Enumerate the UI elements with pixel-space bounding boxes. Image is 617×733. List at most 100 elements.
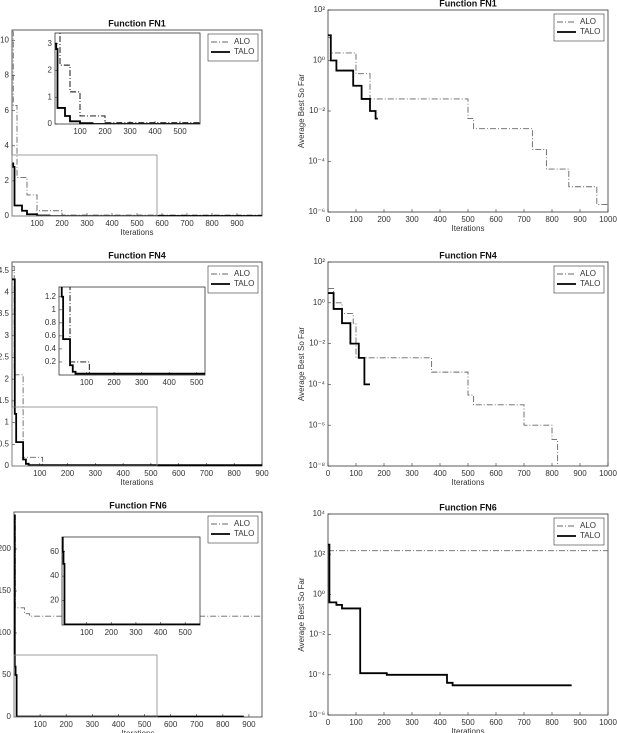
y-tick-label: 10⁻⁴ [308,670,325,679]
series-group [12,265,262,466]
y-tick-label: 2 [48,66,53,75]
legend-label: TALO [580,531,600,540]
x-tick-label: 300 [123,127,137,136]
y-tick-label: 1 [48,92,53,101]
y-tick-label: 10⁻⁴ [308,157,325,166]
chart: 0 100 200 300 400 500 600 700 800 900 1000 10⁴ 10² 10… [297,502,617,733]
x-tick-label: 800 [205,219,219,228]
legend-label: ALO [580,17,596,26]
y-tick-label: 4 [5,287,10,296]
x-axis-label: Iterations [121,478,154,487]
x-tick-label: 300 [405,469,419,478]
y-tick-label: 0 [5,461,10,470]
y-tick-label: 8 [5,71,10,80]
legend-label: TALO [234,529,254,538]
x-tick-label: 600 [489,215,503,224]
chart-title: Function FN1 [108,18,166,28]
series-line [59,33,200,124]
series-line [12,278,262,466]
y-tick-label: 10² [313,257,325,266]
legend-box [207,33,259,62]
y-tick-label: 10⁻² [309,339,325,348]
x-tick-label: 400 [112,720,126,729]
x-tick-label: 700 [180,219,194,228]
plot-area [327,261,609,467]
chart-title: Function FN6 [109,500,167,510]
legend-box [207,515,259,544]
chart-title: Function FN4 [439,250,497,260]
y-tick-label: 1.2 [45,292,57,301]
x-tick-label: 200 [105,628,119,637]
y-tick-label: 1 [5,418,10,427]
x-tick-label: 200 [377,215,391,224]
y-tick-label: 0 [7,712,12,721]
insets: 100 200 300 400 500 0 1 2 3 100 200 300 400 500 0.2 0.4… [45,32,206,637]
y-tick-label: 10⁻⁶ [309,420,325,429]
x-axis-label: Iterations [452,224,485,233]
chart-title: Function FN6 [439,502,497,512]
y-tick-label: 10⁻⁶ [309,710,325,719]
y-tick-label: 1.5 [0,396,10,405]
x-tick-label: 500 [190,378,204,387]
y-tick-label: 10⁻⁸ [309,461,326,470]
series-group [14,514,262,717]
y-tick-label: 10⁰ [313,56,325,65]
y-tick-label: 1 [52,305,57,314]
x-tick-label: 700 [517,215,531,224]
series-line [12,162,262,216]
series-line [328,543,572,687]
x-tick-label: 300 [405,215,419,224]
x-tick-label: 700 [200,469,214,478]
x-axis-label: Iterations [452,727,485,733]
x-tick-label: 400 [116,469,130,478]
x-tick-label: 500 [138,720,152,729]
x-tick-label: 1000 [599,469,617,478]
y-axis-label: Average Best So Far [297,577,306,651]
x-axis-label: Iterations [452,478,485,487]
y-tick-label: 0.2 [45,357,57,366]
chart: 0 100 200 300 400 500 600 700 800 900 1000 10² 10⁰ 10… [297,0,617,233]
y-tick-label: 3.5 [0,309,10,318]
y-tick-label: 10⁻² [309,106,325,115]
y-tick-label: 2 [5,374,10,383]
y-tick-label: 3 [48,39,53,48]
x-tick-label: 300 [129,628,143,637]
series-line [328,37,608,205]
series-line [60,287,205,375]
x-tick-label: 400 [105,219,119,228]
y-tick-label: 2 [5,176,10,185]
legend-label: TALO [234,47,254,56]
y-tick-label: 10⁻⁶ [309,207,325,216]
x-tick-label: 700 [517,718,531,727]
y-tick-label: 200 [0,544,12,553]
x-tick-label: 500 [130,219,144,228]
plot-area [58,286,206,376]
x-tick-label: 500 [461,469,475,478]
x-tick-label: 600 [172,469,186,478]
y-tick-label: 0.8 [45,318,57,327]
y-tick-label: 4.5 [0,266,10,275]
series-group [328,34,608,205]
series-line [55,42,200,124]
series-group [55,33,200,124]
series-line [62,537,200,625]
x-tick-label: 100 [80,628,94,637]
y-tick-label: 0 [5,211,10,220]
x-tick-label: 500 [144,469,158,478]
legend-label: TALO [580,27,600,36]
y-tick-label: 10⁰ [313,590,325,599]
x-tick-label: 0 [326,718,331,727]
x-tick-label: 300 [89,469,103,478]
x-tick-label: 800 [545,469,559,478]
x-tick-label: 200 [55,219,69,228]
inset-chart: 100 200 300 400 500 20 40 60 [50,536,201,637]
x-tick-label: 200 [107,378,121,387]
x-tick-label: 1000 [599,718,617,727]
legend-label: ALO [580,269,596,278]
y-axis-label: Average Best So Far [297,327,306,401]
x-tick-label: 100 [30,219,44,228]
